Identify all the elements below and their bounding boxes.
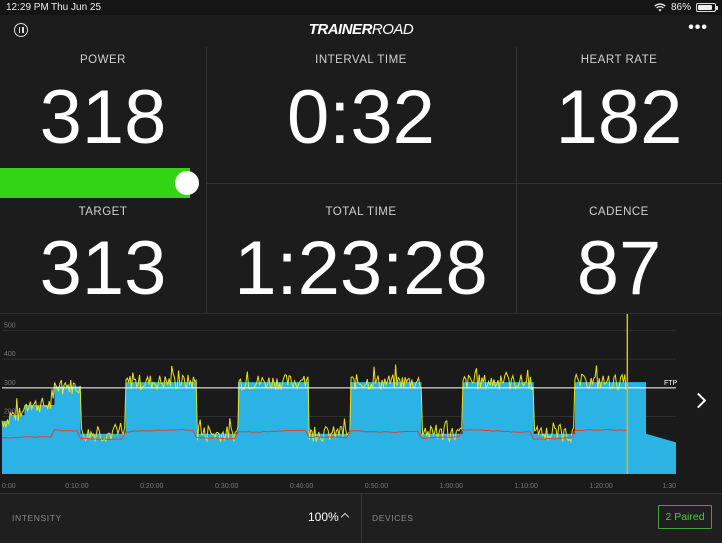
y-tick-label: 400 xyxy=(4,351,16,358)
interval-time-value: 0:32 xyxy=(287,75,435,160)
devices-label: DEVICES xyxy=(372,513,414,523)
power-line xyxy=(1,364,627,443)
intensity-label: INTENSITY xyxy=(12,513,62,523)
chevron-up-icon[interactable] xyxy=(340,512,350,522)
interval-time-metric: INTERVAL TIME 0:32 xyxy=(206,47,516,183)
x-tick-label: 1:10:00 xyxy=(515,483,538,490)
heart-rate-line xyxy=(2,428,628,441)
status-time: 12:29 PM xyxy=(6,2,49,13)
target-value: 313 xyxy=(39,226,167,311)
heart-rate-value: 182 xyxy=(555,75,683,160)
power-value: 318 xyxy=(39,75,167,160)
target-label: TARGET xyxy=(78,206,128,218)
workout-chart: 500400300200100FTP0:000:10:000:20:000:30… xyxy=(0,313,722,494)
more-icon[interactable]: ••• xyxy=(688,19,708,36)
power-metric: POWER 318 xyxy=(0,47,206,183)
cadence-value: 87 xyxy=(576,226,662,311)
heart-rate-label: HEART RATE xyxy=(580,54,658,66)
power-bar xyxy=(0,168,190,198)
cadence-label: CADENCE xyxy=(589,206,649,218)
top-bar: TRAINERROAD ••• xyxy=(0,15,722,47)
workout-chart-svg: 500400300200100FTP0:000:10:000:20:000:30… xyxy=(1,314,678,490)
battery-icon xyxy=(696,3,718,12)
battery-percent: 86% xyxy=(670,2,691,13)
total-time-value: 1:23:28 xyxy=(234,226,488,311)
x-tick-label: 1:30 xyxy=(662,483,676,490)
power-label: POWER xyxy=(80,54,126,66)
total-time-metric: TOTAL TIME 1:23:28 xyxy=(206,183,516,313)
trainerroad-logo: TRAINERROAD xyxy=(0,21,722,38)
workout-area xyxy=(2,382,676,474)
x-tick-label: 0:50:00 xyxy=(365,483,388,490)
y-tick-label: 500 xyxy=(4,322,16,329)
x-tick-label: 0:00 xyxy=(2,483,16,490)
x-tick-label: 0:40:00 xyxy=(290,483,313,490)
paired-devices-button[interactable]: 2 Paired xyxy=(658,505,712,529)
logo-bold: TRAINER xyxy=(308,21,373,38)
total-time-label: TOTAL TIME xyxy=(325,206,397,218)
metrics-grid: POWER 318 INTERVAL TIME 0:32 HEART RATE … xyxy=(0,47,722,313)
x-tick-label: 1:00:00 xyxy=(440,483,463,490)
cadence-metric: CADENCE 87 xyxy=(516,183,722,313)
y-tick-label: 300 xyxy=(4,380,16,387)
x-tick-label: 0:30:00 xyxy=(215,483,238,490)
x-tick-label: 1:20:00 xyxy=(589,483,612,490)
x-tick-label: 0:20:00 xyxy=(140,483,163,490)
x-tick-label: 0:10:00 xyxy=(65,483,88,490)
bottom-bar: INTENSITY 100% DEVICES 2 Paired xyxy=(0,493,722,543)
ftp-label: FTP xyxy=(664,380,678,387)
target-metric: TARGET 313 xyxy=(0,183,206,313)
interval-time-label: INTERVAL TIME xyxy=(315,54,407,66)
heart-rate-metric: HEART RATE 182 xyxy=(516,47,722,183)
pause-icon[interactable] xyxy=(14,23,28,37)
status-bar: 12:29 PM Thu Jun 25 86% xyxy=(0,0,722,15)
logo-light: ROAD xyxy=(371,21,414,38)
power-bar-knob xyxy=(175,171,199,195)
wifi-icon xyxy=(654,3,666,12)
intensity-value[interactable]: 100% xyxy=(308,510,339,524)
status-date: Thu Jun 25 xyxy=(51,2,102,13)
status-right: 86% xyxy=(654,2,718,13)
